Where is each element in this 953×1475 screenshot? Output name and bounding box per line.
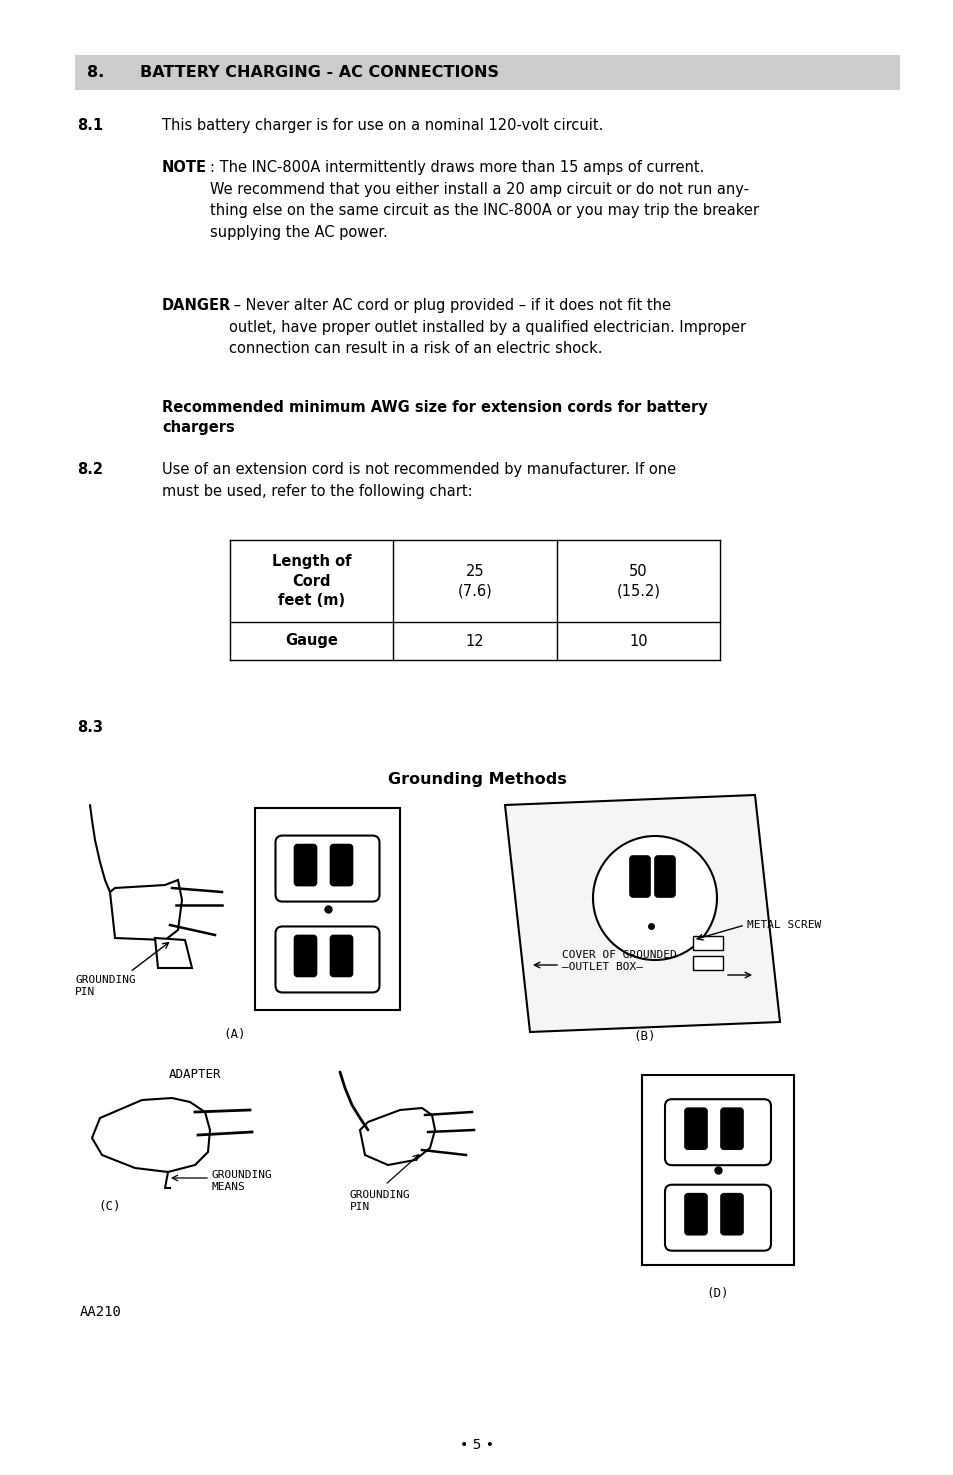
Text: Recommended minimum AWG size for extension cords for battery
chargers: Recommended minimum AWG size for extensi… — [162, 400, 707, 435]
FancyBboxPatch shape — [629, 855, 649, 897]
Text: 50
(15.2): 50 (15.2) — [616, 563, 659, 599]
FancyBboxPatch shape — [720, 1193, 742, 1235]
Text: 8.3: 8.3 — [77, 720, 103, 735]
Polygon shape — [504, 795, 780, 1032]
Text: 25
(7.6): 25 (7.6) — [457, 563, 492, 599]
FancyBboxPatch shape — [275, 835, 379, 901]
Text: ADAPTER: ADAPTER — [169, 1068, 221, 1081]
Text: : The INC-800A intermittently draws more than 15 amps of current.
We recommend t: : The INC-800A intermittently draws more… — [210, 159, 759, 240]
Bar — [254, 808, 399, 1010]
Text: NOTE: NOTE — [162, 159, 207, 176]
Text: 12: 12 — [465, 633, 484, 649]
Bar — [641, 1075, 793, 1266]
Bar — [692, 956, 722, 971]
Polygon shape — [91, 1097, 210, 1173]
Text: 10: 10 — [628, 633, 647, 649]
Text: GROUNDING
MEANS: GROUNDING MEANS — [212, 1170, 273, 1192]
FancyBboxPatch shape — [720, 1108, 742, 1149]
FancyBboxPatch shape — [330, 845, 352, 885]
Polygon shape — [110, 881, 182, 940]
Text: 8.2: 8.2 — [77, 462, 103, 476]
Text: Length of
Cord
feet (m): Length of Cord feet (m) — [272, 553, 351, 608]
FancyBboxPatch shape — [294, 845, 316, 885]
Text: Gauge: Gauge — [285, 633, 337, 649]
FancyBboxPatch shape — [275, 926, 379, 993]
FancyBboxPatch shape — [664, 1099, 770, 1165]
FancyBboxPatch shape — [75, 55, 899, 90]
Text: (B): (B) — [633, 1030, 656, 1043]
Bar — [692, 937, 722, 950]
Text: (A): (A) — [224, 1028, 246, 1041]
Text: GROUNDING
PIN: GROUNDING PIN — [350, 1190, 411, 1212]
FancyBboxPatch shape — [684, 1193, 706, 1235]
FancyBboxPatch shape — [664, 1184, 770, 1251]
Text: This battery charger is for use on a nominal 120-volt circuit.: This battery charger is for use on a nom… — [162, 118, 602, 133]
FancyBboxPatch shape — [294, 935, 316, 976]
Text: – Never alter AC cord or plug provided – if it does not fit the
outlet, have pro: – Never alter AC cord or plug provided –… — [229, 298, 745, 355]
FancyBboxPatch shape — [684, 1108, 706, 1149]
Polygon shape — [359, 1108, 435, 1165]
Text: (C): (C) — [99, 1201, 121, 1212]
FancyBboxPatch shape — [655, 855, 675, 897]
Text: METAL SCREW: METAL SCREW — [746, 920, 821, 931]
Text: BATTERY CHARGING - AC CONNECTIONS: BATTERY CHARGING - AC CONNECTIONS — [140, 65, 498, 80]
Circle shape — [593, 836, 717, 960]
Text: (D): (D) — [706, 1288, 728, 1299]
Text: 8.: 8. — [87, 65, 104, 80]
Text: • 5 •: • 5 • — [459, 1438, 494, 1451]
Polygon shape — [154, 938, 192, 968]
Text: Grounding Methods: Grounding Methods — [387, 771, 566, 788]
Text: 8.1: 8.1 — [77, 118, 103, 133]
Text: AA210: AA210 — [80, 1305, 122, 1319]
FancyBboxPatch shape — [330, 935, 352, 976]
Text: GROUNDING
PIN: GROUNDING PIN — [75, 975, 135, 997]
Text: COVER OF GROUNDED
–OUTLET BOX–: COVER OF GROUNDED –OUTLET BOX– — [561, 950, 676, 972]
Text: DANGER: DANGER — [162, 298, 231, 313]
Text: Use of an extension cord is not recommended by manufacturer. If one
must be used: Use of an extension cord is not recommen… — [162, 462, 676, 499]
